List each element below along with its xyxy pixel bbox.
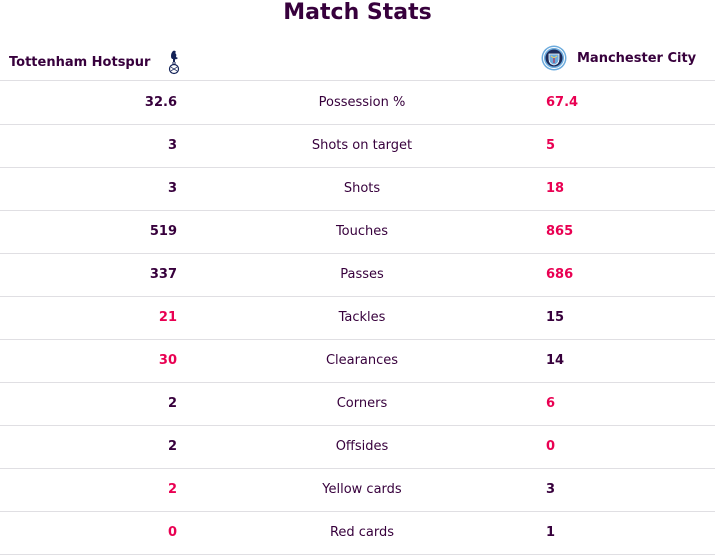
tottenham-crest-icon (169, 50, 180, 75)
home-stat-value: 3 (167, 181, 177, 196)
away-stat-value: 686 (546, 267, 574, 282)
stats-table: 32.6 Possession % 67.4 3 Shots on target 5 3 Sh… (0, 82, 715, 555)
home-stat-value: 337 (149, 267, 177, 282)
home-stat-value: 2 (167, 482, 177, 497)
stat-row: 2 Offsides 0 (0, 426, 715, 469)
stat-label: Yellow cards (322, 482, 402, 497)
stat-label: Possession % (318, 95, 406, 110)
home-stat-value: 3 (167, 138, 177, 153)
home-stat-value: 0 (167, 525, 177, 540)
stat-label: Passes (340, 267, 384, 282)
away-stat-value: 1 (546, 525, 556, 540)
away-stat-value: 3 (546, 482, 556, 497)
away-team-name: Manchester City (577, 50, 697, 66)
stat-label: Tackles (338, 310, 386, 325)
away-stat-value: 0 (546, 439, 556, 454)
stat-row: 32.6 Possession % 67.4 (0, 82, 715, 125)
home-stat-value: 519 (149, 224, 177, 239)
home-stat-value: 32.6 (144, 95, 177, 110)
stat-label: Red cards (329, 525, 395, 540)
stat-row: 3 Shots on target 5 (0, 125, 715, 168)
stat-label: Shots (343, 181, 381, 196)
away-stat-value: 18 (546, 181, 565, 196)
away-stat-value: 5 (546, 138, 556, 153)
stat-label: Offsides (335, 439, 389, 454)
home-stat-value: 2 (167, 439, 177, 454)
home-team-name: Tottenham Hotspur (9, 54, 151, 70)
away-team[interactable]: Manchester City (541, 45, 696, 71)
home-stat-value: 2 (167, 396, 177, 411)
stat-label: Shots on target (311, 138, 413, 153)
stat-row: 519 Touches 865 (0, 211, 715, 254)
stat-row: 2 Yellow cards 3 (0, 469, 715, 512)
stat-row: 2 Corners 6 (0, 383, 715, 426)
home-stat-value: 30 (158, 353, 177, 368)
away-stat-value: 865 (546, 224, 574, 239)
home-stat-value: 21 (158, 310, 177, 325)
stat-label: Clearances (325, 353, 399, 368)
stat-row: 337 Passes 686 (0, 254, 715, 297)
stat-row: 0 Red cards 1 (0, 512, 715, 555)
stat-row: 30 Clearances 14 (0, 340, 715, 383)
away-stat-value: 15 (546, 310, 565, 325)
page-title: Match Stats (283, 0, 432, 25)
stat-row: 3 Shots 18 (0, 168, 715, 211)
home-team[interactable]: Tottenham Hotspur (9, 49, 184, 75)
teams-header: Tottenham Hotspur Manchester City (0, 38, 715, 81)
away-stat-value: 14 (546, 353, 565, 368)
stat-label: Corners (336, 396, 388, 411)
stat-row: 21 Tackles 15 (0, 297, 715, 340)
away-stat-value: 6 (546, 396, 556, 411)
man-city-crest-icon (541, 45, 567, 71)
away-stat-value: 67.4 (546, 95, 579, 110)
stat-label: Touches (335, 224, 389, 239)
